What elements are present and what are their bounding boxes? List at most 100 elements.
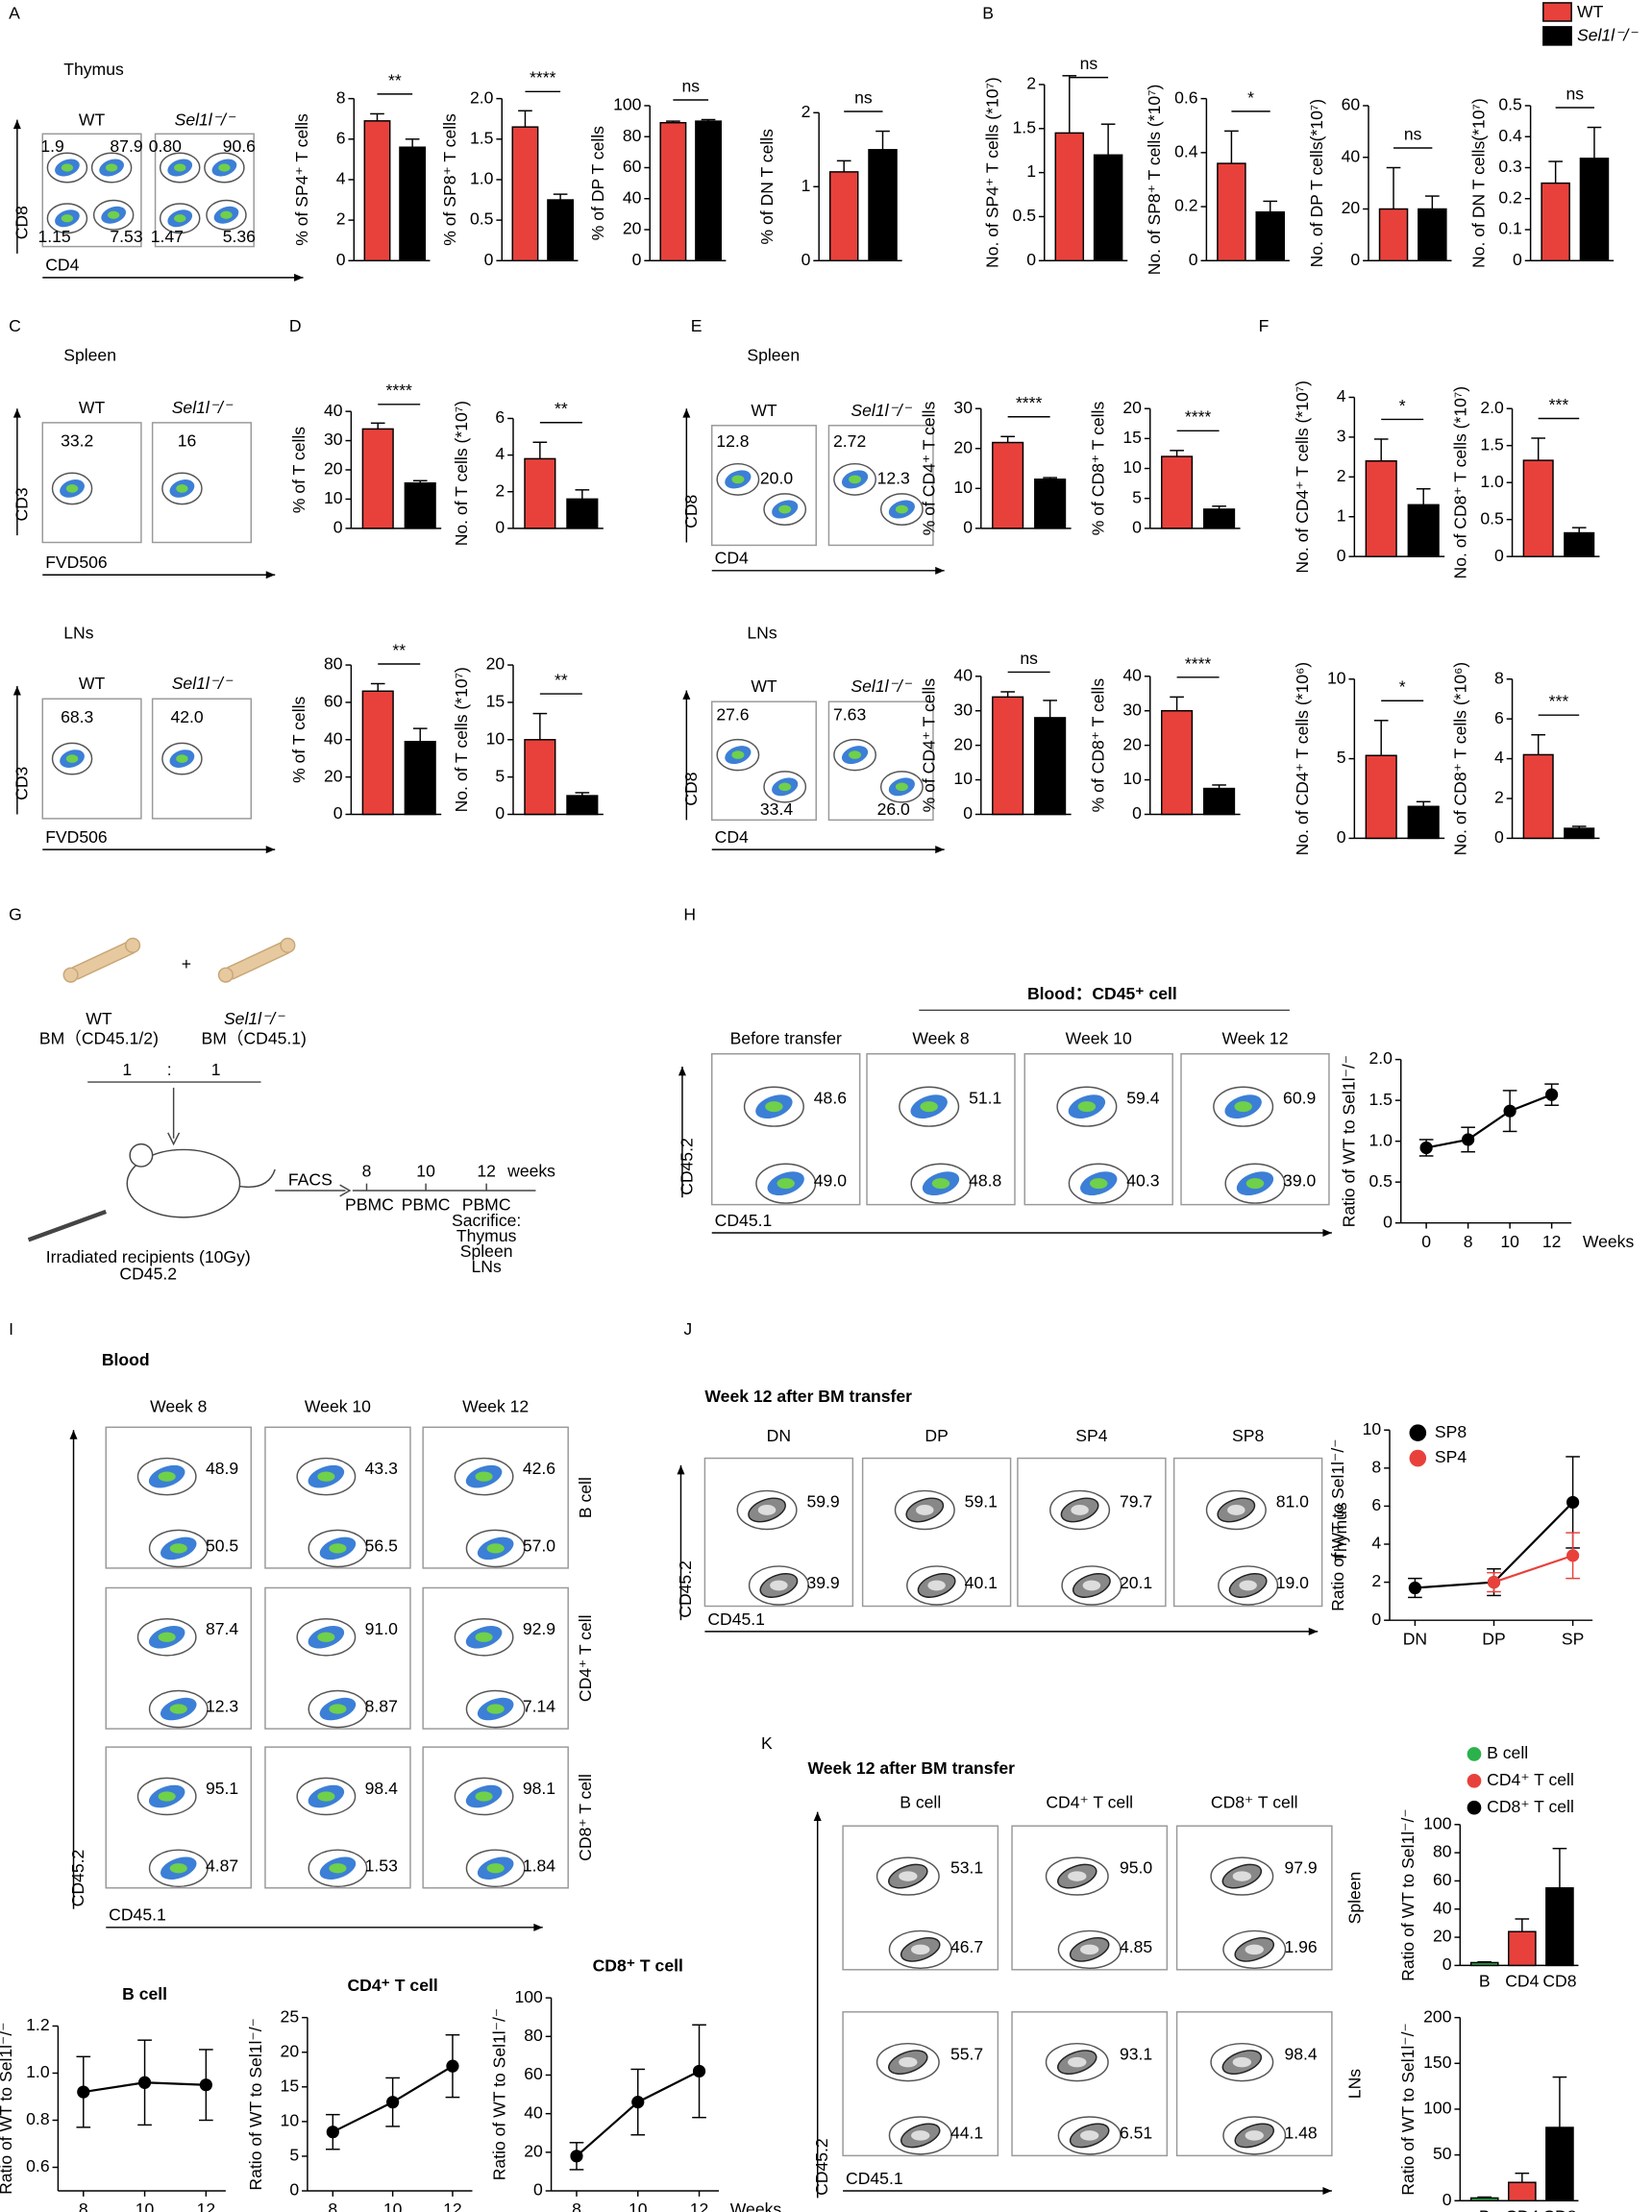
gate-value: 48.9 <box>206 1459 238 1478</box>
population-core <box>849 475 862 484</box>
significance: **** <box>386 381 413 400</box>
arrow-head <box>813 1811 822 1822</box>
population-core <box>1245 2130 1264 2141</box>
y-tick-label: 40 <box>1122 665 1142 684</box>
population-core <box>931 1178 950 1190</box>
gate <box>1045 1856 1109 1896</box>
y-tick-label: 0.6 <box>26 2156 49 2175</box>
bar <box>361 690 394 816</box>
bar <box>1407 805 1440 840</box>
y-tick-label: 0.3 <box>1498 157 1521 176</box>
flow-y-label: CD8 <box>12 206 31 239</box>
gate-value: 1.96 <box>1285 1937 1318 1956</box>
bar <box>524 739 556 816</box>
gate <box>1222 1929 1287 1970</box>
flow-plot <box>41 422 142 544</box>
y-tick-label: 2.0 <box>1480 398 1504 417</box>
y-tick-label: 0.5 <box>1013 206 1037 225</box>
y-tick-label: 40 <box>324 401 343 420</box>
gate <box>736 1489 798 1531</box>
y-tick-label: 0.8 <box>26 2109 50 2128</box>
population-core <box>176 484 188 493</box>
y-axis-label: No. of CD8⁺ T cells (*10⁶) <box>1450 662 1469 855</box>
gate-value: 1.84 <box>523 1856 555 1875</box>
y-tick-label: 20 <box>1433 1927 1452 1946</box>
gate <box>906 1565 968 1606</box>
y-axis-label: % of DP T cells <box>588 126 607 240</box>
arrow-head <box>935 566 945 575</box>
y-tick-label: 0 <box>1371 1610 1381 1629</box>
y-tick-label: 0.5 <box>470 209 494 229</box>
flow-title: Sel1l⁻/⁻ <box>172 398 234 417</box>
y-axis-label: % of CD8⁺ T cells <box>1089 402 1108 536</box>
label: Thymus <box>456 1226 517 1245</box>
flow-title: WT <box>79 398 106 417</box>
population-core <box>61 214 74 223</box>
gate-value: 48.6 <box>814 1088 847 1107</box>
point <box>199 2078 212 2092</box>
flow-title: WT <box>751 401 777 420</box>
y-axis-label: Ratio of WT to Sel1l⁻/⁻ <box>246 2018 265 2190</box>
label: D <box>289 316 302 335</box>
gate <box>296 1777 357 1816</box>
y-tick-label: 100 <box>613 95 642 114</box>
population-core <box>731 475 745 484</box>
y-tick-label: 2 <box>1371 1571 1381 1590</box>
gate <box>1068 1163 1129 1204</box>
population-core <box>731 750 745 759</box>
population-core <box>1232 1871 1252 1881</box>
flow-x-label: CD4 <box>715 549 749 568</box>
significance: * <box>1247 87 1254 107</box>
gate-value: 20.0 <box>760 469 793 488</box>
flow-title: WT <box>79 674 106 693</box>
label: Spleen <box>460 1241 513 1261</box>
y-tick-label: 6 <box>495 407 505 427</box>
y-tick-label: 10 <box>1122 769 1142 788</box>
gate <box>1224 1163 1286 1204</box>
y-tick-label: 0 <box>1350 250 1360 269</box>
y-tick-label: 15 <box>486 692 505 711</box>
arrow-head <box>678 1066 686 1076</box>
y-tick-label: 20 <box>324 459 343 479</box>
gate-value: 60.9 <box>1283 1088 1316 1107</box>
arrow-head <box>533 1923 543 1931</box>
x-tick-label: DN <box>1403 1629 1427 1648</box>
gate-value: 1.53 <box>365 1856 398 1875</box>
x-tick-label: 8 <box>79 2200 88 2212</box>
y-tick-label: 0 <box>1494 827 1504 847</box>
population-core <box>169 1543 187 1554</box>
point <box>77 2085 90 2099</box>
y-tick-label: 2 <box>801 102 811 121</box>
gate-value: 33.4 <box>760 799 793 819</box>
legend-swatch <box>1542 26 1572 46</box>
legend-label: WT <box>1577 2 1604 21</box>
population-core <box>174 163 186 172</box>
y-tick-label: 0 <box>1442 1954 1452 1974</box>
y-tick-label: 5 <box>495 766 505 785</box>
y-tick-label: 0.5 <box>1368 1171 1393 1191</box>
gate-value: 42.0 <box>170 707 203 726</box>
y-tick-label: 40 <box>1342 146 1361 165</box>
gate-value: 8.87 <box>365 1697 398 1716</box>
arrow-head <box>1322 2187 1332 2196</box>
flow-title: Week 8 <box>912 1029 969 1048</box>
gate-value: 12.3 <box>877 469 910 488</box>
x-tick-label: 12 <box>690 2200 709 2212</box>
point <box>1408 1581 1421 1595</box>
label: Sel1l⁻/⁻ <box>224 1009 285 1028</box>
y-tick-label: 1 <box>1337 505 1346 525</box>
diagram-g <box>27 937 1290 1242</box>
population-core <box>757 1505 777 1515</box>
y-tick-label: 0 <box>1383 1212 1393 1231</box>
population-core <box>317 1471 335 1482</box>
flow-x-label: FVD506 <box>45 827 108 847</box>
y-tick-label: 20 <box>486 654 505 674</box>
bar <box>1469 1961 1499 1967</box>
gate <box>308 1849 368 1888</box>
gate-value: 49.0 <box>814 1171 847 1191</box>
gate-value: 57.0 <box>523 1536 555 1556</box>
label: BM（CD45.1) <box>202 1029 307 1048</box>
y-axis-label: Ratio of WT to Sel1l⁻/⁻ <box>1398 2023 1418 2195</box>
population-core <box>1089 1178 1108 1190</box>
y-tick-label: 0 <box>333 803 343 823</box>
